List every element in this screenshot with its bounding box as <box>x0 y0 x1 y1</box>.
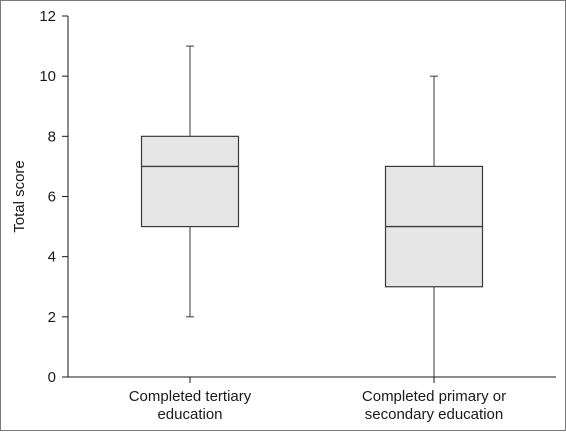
y-tick-label: 4 <box>48 249 56 266</box>
x-category-label-line: education <box>157 406 222 423</box>
x-axis: Completed tertiary education Completed pri… <box>68 376 556 423</box>
y-tick-label: 8 <box>48 128 56 145</box>
x-category-label-line: Completed tertiary <box>129 388 252 405</box>
y-axis: 0 2 4 6 8 10 12 <box>39 8 69 386</box>
y-tick-label: 0 <box>48 369 56 386</box>
iqr-box <box>140 135 240 228</box>
y-tick-label: 2 <box>48 309 56 326</box>
y-tick-label: 12 <box>39 8 56 25</box>
x-category-label-line: Completed primary or <box>362 388 506 405</box>
x-category-label: Completed tertiary education <box>129 388 252 423</box>
box-group <box>384 75 484 377</box>
box-group <box>140 45 240 318</box>
x-category-label-line: secondary education <box>365 406 503 423</box>
y-tick-label: 6 <box>48 189 56 206</box>
y-axis-title: Total score <box>11 160 28 233</box>
box-plot-series <box>140 45 484 377</box>
x-category-label: Completed primary or secondary education <box>362 388 506 423</box>
y-tick-label: 10 <box>39 68 56 85</box>
